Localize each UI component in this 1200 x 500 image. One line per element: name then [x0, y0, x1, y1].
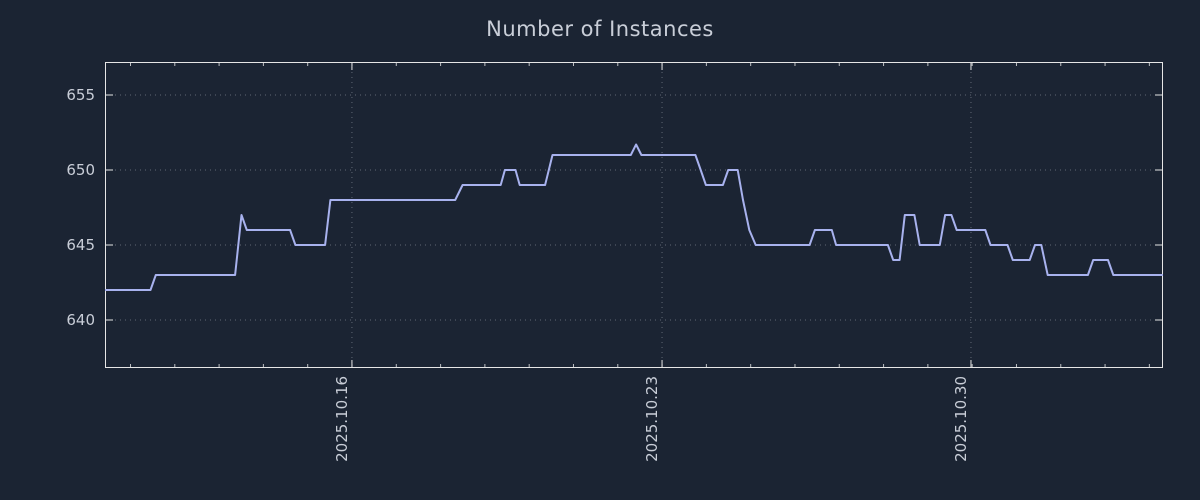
x-tick-label: 2025.10.23 — [643, 376, 662, 462]
y-tick-label: 650 — [66, 161, 95, 179]
x-tick-label: 2025.10.30 — [951, 376, 970, 462]
y-tick-label: 640 — [66, 311, 95, 329]
y-tick-label: 645 — [66, 236, 95, 254]
chart-title: Number of Instances — [486, 17, 714, 41]
series-line-instances — [104, 143, 1164, 291]
y-tick-label: 655 — [66, 86, 95, 104]
x-tick-label: 2025.10.16 — [332, 376, 351, 462]
plot-border — [105, 62, 1163, 368]
plot-area — [104, 62, 1164, 368]
plot-svg — [104, 62, 1164, 368]
